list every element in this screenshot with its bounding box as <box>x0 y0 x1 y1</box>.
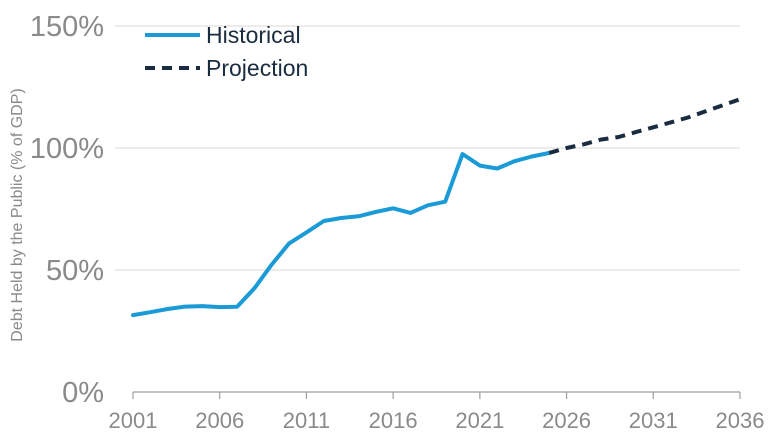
x-tick-label: 2026 <box>542 408 591 433</box>
x-tick-label: 2011 <box>283 408 330 433</box>
x-tick-label: 2031 <box>629 408 678 433</box>
legend-label-historical: Historical <box>206 22 301 48</box>
y-axis-label: Debt Held by the Public (% of GDP) <box>9 88 26 341</box>
legend-label-projection: Projection <box>206 55 308 81</box>
x-tick-label: 2036 <box>716 408 765 433</box>
y-tick-label: 100% <box>30 133 104 165</box>
grid-lines <box>115 25 740 271</box>
x-tick-label: 2006 <box>195 408 244 433</box>
x-tick-label: 2021 <box>455 408 504 433</box>
y-tick-label: 50% <box>46 255 104 287</box>
y-tick-labels: 0% 50% 100% 150% <box>30 11 104 409</box>
series-line-historical <box>131 150 552 318</box>
y-tick-label: 0% <box>62 377 104 409</box>
series-lines <box>131 97 741 318</box>
legend: Historical Projection <box>145 22 308 81</box>
y-tick-label: 150% <box>30 11 104 43</box>
x-tick-label: 2016 <box>369 408 418 433</box>
series-line-projection <box>548 97 741 155</box>
x-tick-labels: 2001 2006 2011 2016 2021 2026 2031 2036 <box>109 392 765 433</box>
x-tick-label: 2001 <box>109 408 158 433</box>
